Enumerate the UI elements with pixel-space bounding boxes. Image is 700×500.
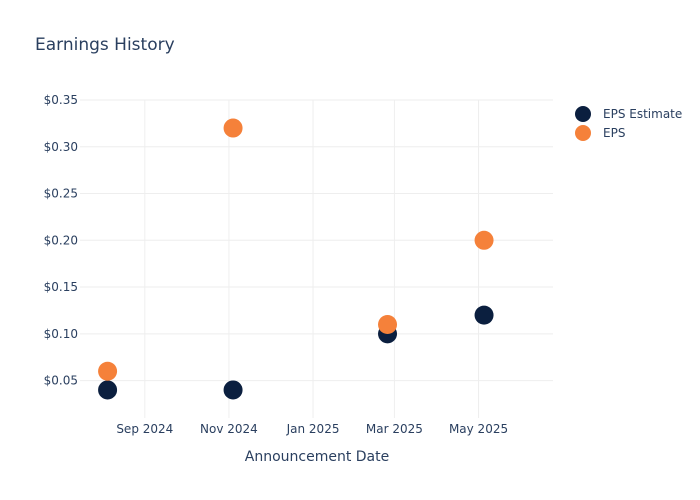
eps-estimate-point[interactable] bbox=[98, 380, 118, 400]
data-points bbox=[98, 118, 494, 400]
eps-point[interactable] bbox=[474, 230, 494, 250]
y-tick-label: $0.10 bbox=[44, 327, 78, 341]
x-tick-label: May 2025 bbox=[449, 422, 508, 436]
legend: EPS Estimate EPS bbox=[575, 106, 682, 141]
x-tick-label: Sep 2024 bbox=[116, 422, 173, 436]
series-eps-estimate bbox=[98, 305, 494, 400]
x-axis-ticks: Sep 2024 Nov 2024 Jan 2025 Mar 2025 May 2025 bbox=[116, 422, 508, 436]
x-tick-label: Nov 2024 bbox=[200, 422, 258, 436]
y-tick-label: $0.35 bbox=[44, 93, 78, 107]
chart-title: Earnings History bbox=[35, 35, 175, 55]
x-tick-label: Jan 2025 bbox=[286, 422, 340, 436]
y-tick-label: $0.30 bbox=[44, 140, 78, 154]
eps-point[interactable] bbox=[98, 361, 118, 381]
y-tick-label: $0.15 bbox=[44, 280, 78, 294]
legend-marker bbox=[575, 106, 591, 122]
eps-point[interactable] bbox=[223, 118, 243, 138]
legend-marker bbox=[575, 125, 591, 141]
y-tick-label: $0.20 bbox=[44, 233, 78, 247]
eps-estimate-point[interactable] bbox=[223, 380, 243, 400]
eps-estimate-point[interactable] bbox=[474, 305, 494, 325]
legend-item-eps-estimate[interactable]: EPS Estimate bbox=[575, 106, 682, 122]
y-tick-label: $0.25 bbox=[44, 187, 78, 201]
grid bbox=[80, 99, 553, 418]
legend-label: EPS bbox=[603, 126, 625, 140]
series-eps bbox=[98, 118, 494, 381]
x-tick-label: Mar 2025 bbox=[366, 422, 423, 436]
y-tick-label: $0.05 bbox=[44, 374, 78, 388]
y-axis-ticks: $0.05 $0.10 $0.15 $0.20 $0.25 $0.30 $0.35 bbox=[44, 93, 78, 388]
legend-item-eps[interactable]: EPS bbox=[575, 125, 625, 141]
eps-point[interactable] bbox=[378, 314, 398, 334]
legend-label: EPS Estimate bbox=[603, 107, 682, 121]
x-axis-title: Announcement Date bbox=[245, 449, 389, 465]
